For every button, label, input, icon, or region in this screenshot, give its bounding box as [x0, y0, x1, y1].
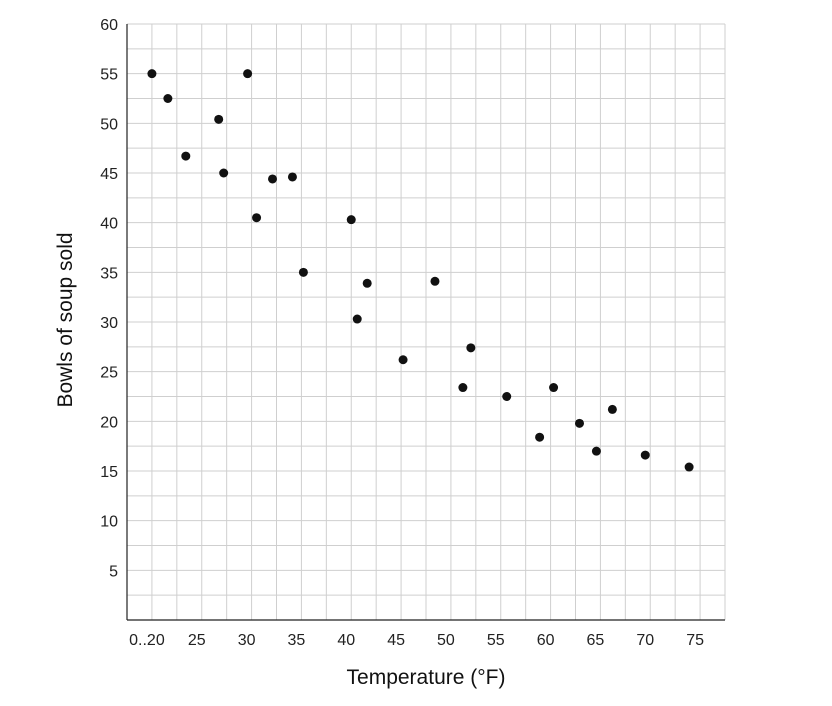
x-tick-label: 55	[487, 632, 505, 649]
data-point	[640, 450, 650, 460]
y-tick-label: 50	[100, 116, 118, 133]
data-point	[298, 267, 308, 277]
data-point	[252, 213, 262, 223]
data-point	[458, 383, 468, 393]
data-point	[502, 392, 512, 401]
y-tick-label: 30	[100, 315, 118, 332]
y-tick-label: 40	[100, 216, 118, 233]
y-tick-label: 25	[100, 365, 118, 382]
x-tick-label: 45	[387, 632, 405, 649]
x-tick-label: 70	[636, 632, 654, 649]
data-point	[352, 314, 362, 324]
axes	[126, 24, 725, 621]
x-tick-labels: 0..20 25 30 35 40 45 50 55 60 65 70 75	[129, 632, 704, 649]
x-axis-title: Temperature (°F)	[347, 666, 506, 689]
y-tick-label: 20	[100, 414, 118, 431]
grid	[126, 23, 726, 621]
y-tick-label: 5	[109, 563, 118, 580]
data-point	[684, 462, 694, 472]
data-point	[466, 343, 476, 353]
x-tick-label: 0..20	[129, 632, 165, 649]
data-point	[346, 215, 356, 225]
y-axis-title: Bowls of soup sold	[54, 232, 77, 407]
data-point	[287, 172, 297, 182]
x-tick-label: 65	[587, 632, 605, 649]
data-point	[535, 432, 545, 442]
x-tick-label: 40	[337, 632, 355, 649]
x-tick-label: 60	[537, 632, 555, 649]
data-point	[398, 355, 408, 365]
data-point	[181, 151, 191, 161]
data-point	[574, 418, 584, 428]
data-point	[607, 404, 617, 414]
y-tick-label: 60	[100, 17, 118, 34]
x-tick-label: 25	[188, 632, 206, 649]
y-tick-labels: 5 10 15 20 25 30 35 40 45 50 55 60	[100, 17, 118, 580]
x-tick-label: 30	[238, 632, 256, 649]
data-point	[362, 278, 372, 288]
y-tick-label: 10	[100, 514, 118, 531]
x-tick-label: 35	[288, 632, 306, 649]
data-point	[214, 114, 224, 124]
data-points	[147, 69, 694, 472]
data-point	[549, 383, 559, 393]
data-point	[163, 94, 173, 103]
data-point	[268, 174, 278, 184]
y-tick-label: 35	[100, 265, 118, 282]
data-point	[591, 446, 601, 456]
y-tick-label: 45	[100, 166, 118, 183]
data-point	[147, 69, 157, 79]
y-tick-label: 55	[100, 67, 118, 84]
data-point	[243, 69, 253, 79]
x-tick-label: 50	[437, 632, 455, 649]
data-point	[219, 168, 229, 178]
y-tick-label: 15	[100, 464, 118, 481]
data-point	[430, 276, 440, 286]
x-tick-label: 75	[686, 632, 704, 649]
